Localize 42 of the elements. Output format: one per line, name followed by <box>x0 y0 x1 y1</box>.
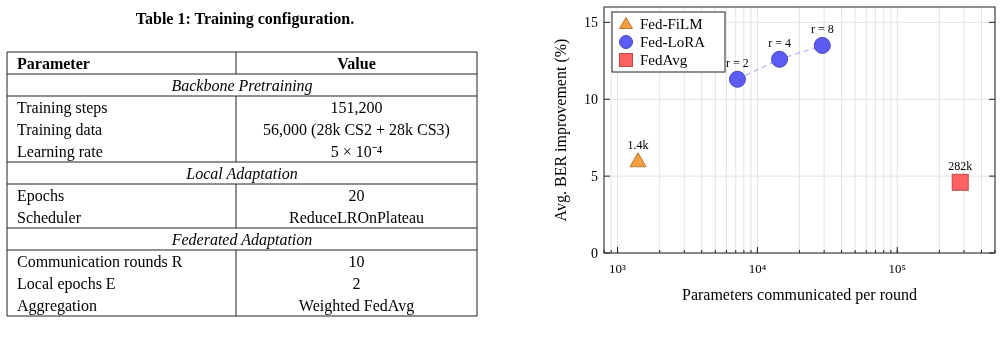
text: 5 × 10⁻⁴ <box>330 143 383 160</box>
text: Learning rate <box>17 143 103 161</box>
point <box>771 50 789 68</box>
text: 56,000 (28k CS2 + 28k CS3) <box>263 121 450 139</box>
y-axis-title: Avg. BER improvement (%) <box>552 38 570 222</box>
text: Local epochs E <box>17 275 116 293</box>
legend-label: FedAvg <box>640 52 688 68</box>
text: Table 1: Training configuration. <box>135 10 355 28</box>
text: Weighted FedAvg <box>298 297 415 315</box>
text: Value <box>337 55 376 72</box>
text: Aggregation <box>17 297 97 315</box>
point <box>728 70 746 88</box>
annotation: 282k <box>948 159 973 174</box>
legend-label: Fed-LoRA <box>640 34 706 50</box>
annotation: r = 2 <box>726 56 749 71</box>
text: ReduceLROnPlateau <box>288 209 425 226</box>
x-tick-label: 10⁵ <box>888 261 907 276</box>
text: 2 <box>352 275 361 292</box>
annotation: r = 8 <box>810 22 834 37</box>
text: Communication rounds R <box>17 253 183 270</box>
x-axis-title: Parameters communicated per round <box>681 286 918 304</box>
annotation: r = 4 <box>768 36 791 51</box>
y-tick-label: 15 <box>584 15 598 31</box>
y-tick-label: 10 <box>584 92 598 108</box>
text: 151,200 <box>330 99 383 116</box>
y-tick-label: 0 <box>591 246 598 261</box>
text: Epochs <box>17 187 65 205</box>
text: 10 <box>348 253 365 270</box>
point <box>813 36 831 54</box>
text: Scheduler <box>17 209 82 226</box>
y-tick-label: 5 <box>591 169 598 185</box>
text: Federated Adaptation <box>170 231 313 249</box>
text: Backbone Pretraining <box>171 77 313 95</box>
text: Local Adaptation <box>185 165 298 183</box>
text: Parameter <box>17 55 90 72</box>
text: Training steps <box>17 99 108 117</box>
legend-label: Fed-FiLM <box>640 16 703 32</box>
annotation: 1.4k <box>627 137 649 152</box>
x-tick-label: 10⁴ <box>748 261 767 276</box>
x-tick-label: 10³ <box>609 261 627 276</box>
text: 20 <box>348 187 365 204</box>
text: Training data <box>17 121 103 139</box>
